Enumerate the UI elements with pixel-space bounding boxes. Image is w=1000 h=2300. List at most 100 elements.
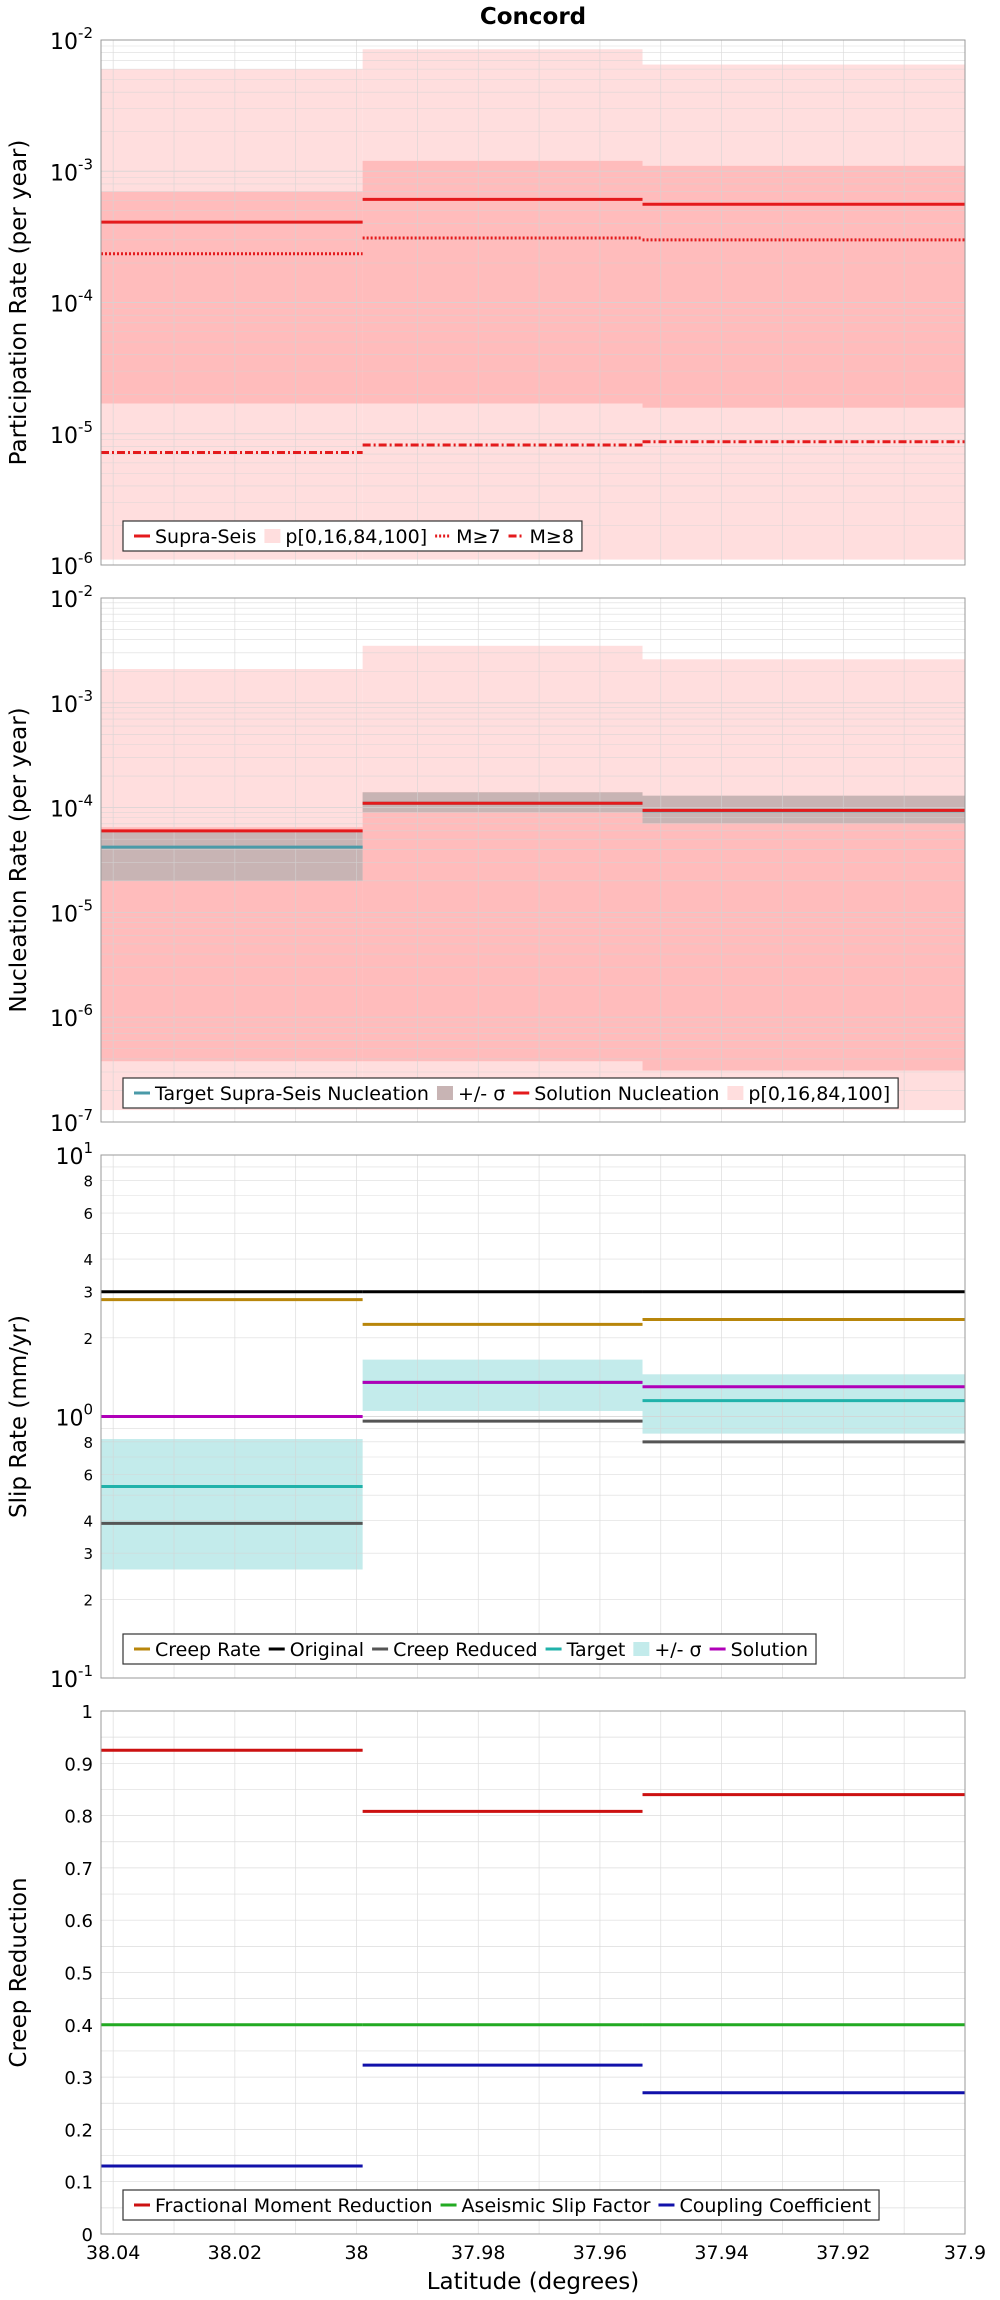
legend-label-: +/- σ [458,1083,505,1105]
y-tick-label: 10-6 [50,549,93,580]
band--segment-3 [642,1374,965,1434]
band--segment-1 [101,1439,363,1570]
legend: Supra-Seis p[0,16,84,100] M≥7 M≥8 [122,520,583,552]
chart-title: Concord [480,4,586,30]
band-p-16-84-segment-2 [362,160,643,404]
series-supra-seis [101,197,965,224]
legend-label-p-0-16-84-100: p[0,16,84,100] [748,1083,890,1105]
series-m-7 [101,236,965,256]
y-tick-label: 3 [83,1545,93,1563]
y-tick-label: 100 [55,1401,93,1432]
y-tick-label: 6 [83,1205,93,1223]
y-tick-label: 10-4 [50,792,93,823]
gridlines [101,598,965,1123]
y-tick-label: 4 [83,1251,93,1269]
panel-1: 10-6 10-5 10-4 10-3 10-2 Participation Rate (… [6,4,966,580]
panel-4: 0 0.1 0.2 0.3 0.4 0.5 0.6 0.7 0.8 0.9 1 Creep Reduc… [6,1702,986,2295]
y-tick-label: 4 [83,1513,93,1531]
y-tick-label: 6 [83,1467,93,1485]
y-tick-label: 8 [83,1172,93,1190]
y-tick-label: 8 [83,1434,93,1452]
y-tick-label: 10-1 [50,1662,93,1693]
legend-swatch-p-0-16-84-100 [264,529,281,543]
legend-box [122,1077,899,1109]
x-tick-label: 37.92 [816,2242,870,2264]
y-tick-label: 10-2 [50,582,93,613]
y-tick-label: 1 [82,1702,93,1723]
x-tick-label: 38.02 [208,2242,262,2264]
gridlines [101,1710,965,2235]
legend-label-m-7: M≥7 [456,526,500,548]
legend-label-target: Target [566,1639,626,1661]
band-p-16-84-segment-3 [642,799,965,1071]
legend-label-: +/- σ [654,1639,701,1661]
legend-label-solution: Solution [731,1639,808,1661]
y-axis-label: Slip Rate (mm/yr) [6,1315,32,1518]
x-tick-label: 38.04 [86,2242,140,2264]
y-tick-label: 10-4 [50,287,93,318]
y-tick-label: 0.9 [64,1754,93,1775]
y-axis-label: Nucleation Rate (per year) [6,707,32,1012]
y-tick-label: 10-5 [50,896,93,927]
legend-label-supra-seis: Supra-Seis [155,526,256,548]
y-tick-label: 10-5 [50,418,93,449]
y-axis-label: Participation Rate (per year) [6,140,32,466]
band-p-16-84-segment-2 [362,792,643,1062]
legend-label-solution-nucleation: Solution Nucleation [534,1083,719,1105]
band--segment-1 [101,830,363,881]
y-tick-label: 3 [83,1284,93,1302]
legend-label-fractional-moment-reduction: Fractional Moment Reduction [155,2195,433,2217]
y-tick-label: 10-6 [50,1001,93,1032]
y-tick-label: 2 [83,1591,93,1609]
series-creep-rate [101,1298,965,1326]
y-tick-label: 0.2 [64,2120,93,2141]
y-tick-label: 2 [83,1330,93,1348]
y-tick-label: 10-3 [50,687,93,718]
legend-box [122,1633,817,1665]
band-p-16-84-segment-3 [642,165,965,408]
legend-swatch-p-0-16-84-100 [727,1086,744,1100]
panel-3: 10-1 2 3 4 6 8 100 2 3 4 6 8 101 Slip Rate (mm/yr) Cre… [6,1139,966,1693]
y-tick-label: 0.6 [64,1911,93,1932]
x-tick-label: 37.96 [573,2242,627,2264]
legend: Creep Rate Original Creep Reduced Target +/-… [122,1633,817,1665]
series-solution-nucleation [101,801,965,833]
plot-frame [100,39,966,566]
y-tick-label: 10-2 [50,24,93,55]
legend: Fractional Moment Reduction Aseismic Slip… [122,2189,880,2221]
plot-frame [100,597,966,1123]
legend-box [122,2189,880,2221]
y-tick-label: 0.5 [64,1964,93,1985]
plot-frame [100,1154,966,1679]
panel-2: 10-7 10-6 10-5 10-4 10-3 10-2 Nucleation Rate … [6,582,966,1137]
legend-swatch- [436,1086,453,1100]
band--segment-2 [362,1359,643,1411]
series-creep-reduced [101,1419,965,1525]
legend-label-target-supra-seis-nucleation: Target Supra-Seis Nucleation [154,1083,429,1105]
x-tick-label: 37.94 [694,2242,748,2264]
y-tick-label: 0.1 [64,2173,93,2194]
legend-box [122,520,583,552]
legend-label-coupling-coefficient: Coupling Coefficient [679,2195,871,2217]
legend: Target Supra-Seis Nucleation +/- σ Solutio… [122,1077,899,1109]
legend-label-original: Original [290,1639,364,1661]
x-tick-label: 37.9 [944,2242,986,2264]
y-tick-label: 0.8 [64,1807,93,1828]
y-tick-label: 10-3 [50,155,93,186]
gridlines [101,40,965,566]
band-p-16-84-segment-1 [101,191,363,404]
y-tick-label: 10-7 [50,1106,93,1137]
y-tick-label: 0.3 [64,2068,93,2089]
x-tick-label: 38 [344,2242,368,2264]
y-tick-label: 0 [82,2225,93,2246]
series-m-8 [101,440,965,454]
series-coupling-coefficient [101,2063,965,2168]
legend-swatch- [633,1642,650,1656]
x-axis-label: Latitude (degrees) [427,2269,640,2295]
plot-frame [100,1710,966,2235]
legend-label-creep-rate: Creep Rate [155,1639,261,1661]
legend-label-m-8: M≥8 [530,526,574,548]
legend-label-p-0-16-84-100: p[0,16,84,100] [285,526,427,548]
series-fractional-moment-reduction [101,1748,965,1813]
